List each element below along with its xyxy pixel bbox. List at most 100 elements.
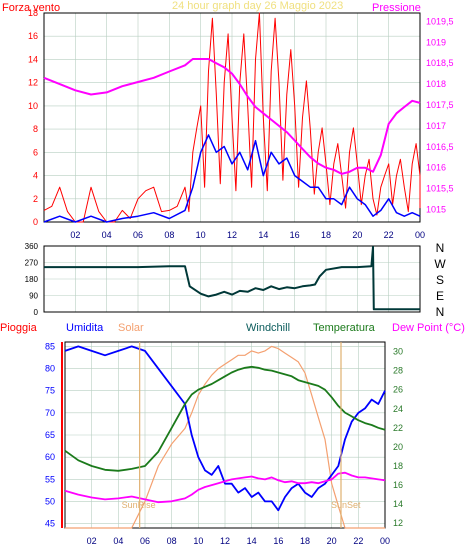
temperature-tick-label: 18 [393, 461, 403, 471]
x-tick-label: 16 [273, 536, 283, 546]
temperature-tick-label: 28 [393, 366, 403, 376]
humidity-series [64, 345, 386, 512]
sunrise-label: SunRise [122, 500, 156, 510]
direction-tick-label: 180 [25, 275, 39, 284]
x-tick-label: 22 [353, 536, 363, 546]
temperature-tick-label: 24 [393, 404, 403, 414]
wind-series [43, 12, 421, 223]
average-wind-series [43, 134, 421, 223]
x-tick-label: 02 [87, 536, 97, 546]
x-tick-label: 10 [193, 536, 203, 546]
compass-label: S [436, 273, 444, 287]
pressure-series [43, 58, 421, 175]
top-plot-frame [43, 12, 421, 223]
pressure-tick-label: 1016 [426, 163, 446, 173]
temperature-series [64, 365, 386, 472]
legend-label: Windchill [246, 322, 290, 334]
compass-label: W [434, 257, 446, 271]
pressure-tick-label: 1019,5 [426, 16, 454, 26]
bottom-x-ticks: 02 04 06 08 10 12 14 16 18 20 22 00 [87, 536, 390, 546]
x-tick-label: 18 [321, 230, 331, 240]
pressure-axis-label: Pressione [372, 2, 421, 14]
legend-label: Dew Point (°C) [392, 322, 465, 334]
bottom-series [64, 345, 386, 529]
mid-series [44, 245, 420, 311]
pressure-tick-label: 1017 [426, 121, 446, 131]
wind-tick-label: 14 [28, 54, 38, 64]
x-tick-label: 20 [352, 230, 362, 240]
sun-annotations: SunRise SunSet [122, 342, 361, 528]
direction-ticks: 0 90 180 270 360 [25, 242, 39, 317]
humidity-tick-label: 85 [45, 341, 55, 351]
wind-tick-label: 8 [33, 124, 38, 134]
x-tick-label: 22 [384, 230, 394, 240]
pressure-tick-label: 1018,5 [426, 58, 454, 68]
humidity-tick-label: 45 [45, 519, 55, 529]
top-series [43, 12, 421, 223]
temperature-tick-label: 30 [393, 347, 403, 357]
direction-series [44, 245, 420, 311]
temperature-ticks: 12 14 16 18 20 22 24 26 28 30 [393, 347, 403, 529]
compass-label: N [436, 241, 445, 255]
x-tick-label: 12 [227, 230, 237, 240]
bottom-legend: Pioggia Umidita Solar Windchill Temperatura D… [0, 322, 465, 334]
temperature-tick-label: 22 [393, 423, 403, 433]
compass-label: E [436, 289, 444, 303]
x-tick-label: 14 [258, 230, 268, 240]
x-tick-label: 06 [133, 230, 143, 240]
solar-series [65, 345, 385, 529]
legend-label: Umidita [66, 322, 104, 334]
sunset-label: SunSet [331, 500, 361, 510]
direction-tick-label: 270 [25, 259, 39, 268]
pressure-tick-label: 1015 [426, 204, 446, 214]
wind-tick-label: 4 [33, 171, 38, 181]
pressure-tick-label: 1018 [426, 79, 446, 89]
pressure-tick-label: 1016,5 [426, 142, 454, 152]
x-tick-label: 08 [164, 230, 174, 240]
x-tick-label: 02 [70, 230, 80, 240]
compass-label: N [436, 305, 445, 319]
bottom-panel: Pioggia Umidita Solar Windchill Temperatura D… [0, 322, 465, 546]
pressure-tick-label: 1019 [426, 37, 446, 47]
x-tick-label: 14 [247, 536, 257, 546]
x-tick-label: 18 [300, 536, 310, 546]
x-tick-label: 06 [140, 536, 150, 546]
x-tick-label: 00 [415, 230, 425, 240]
wind-tick-label: 2 [33, 194, 38, 204]
chart-title: 24 hour graph day 26 Maggio 2023 [172, 0, 343, 12]
humidity-tick-label: 50 [45, 496, 55, 506]
direction-tick-label: 360 [25, 242, 39, 251]
humidity-tick-label: 80 [45, 364, 55, 374]
pressure-tick-label: 1017,5 [426, 100, 454, 110]
direction-tick-label: 90 [29, 292, 38, 301]
wind-tick-label: 18 [28, 8, 38, 18]
humidity-tick-label: 70 [45, 408, 55, 418]
dewpoint-series [64, 471, 386, 504]
wind-tick-label: 6 [33, 147, 38, 157]
legend-label: Pioggia [0, 322, 38, 334]
mid-grid [44, 245, 421, 313]
temperature-tick-label: 20 [393, 442, 403, 452]
legend-label: Solar [118, 322, 144, 334]
wind-tick-label: 10 [28, 101, 38, 111]
x-tick-label: 00 [380, 536, 390, 546]
legend-label: Temperatura [313, 322, 376, 334]
temperature-tick-label: 12 [393, 518, 403, 528]
wind-axis-label: Forza vento [2, 2, 60, 14]
wind-tick-label: 0 [33, 217, 38, 227]
humidity-tick-label: 55 [45, 474, 55, 484]
mid-plot-frame [43, 245, 421, 313]
humidity-ticks: 45 50 55 60 65 70 75 80 85 [45, 341, 55, 528]
humidity-tick-label: 65 [45, 430, 55, 440]
x-tick-label: 16 [290, 230, 300, 240]
wind-tick-label: 12 [28, 78, 38, 88]
pressure-ticks: 1015 1015,5 1016 1016,5 1017 1017,5 1018 1018,5… [426, 16, 454, 214]
top-x-ticks: 02 04 06 08 10 12 14 16 18 20 22 00 [70, 230, 425, 240]
temperature-tick-label: 26 [393, 385, 403, 395]
x-tick-label: 04 [102, 230, 112, 240]
wind-tick-label: 16 [28, 31, 38, 41]
x-tick-label: 12 [220, 536, 230, 546]
temperature-tick-label: 14 [393, 499, 403, 509]
